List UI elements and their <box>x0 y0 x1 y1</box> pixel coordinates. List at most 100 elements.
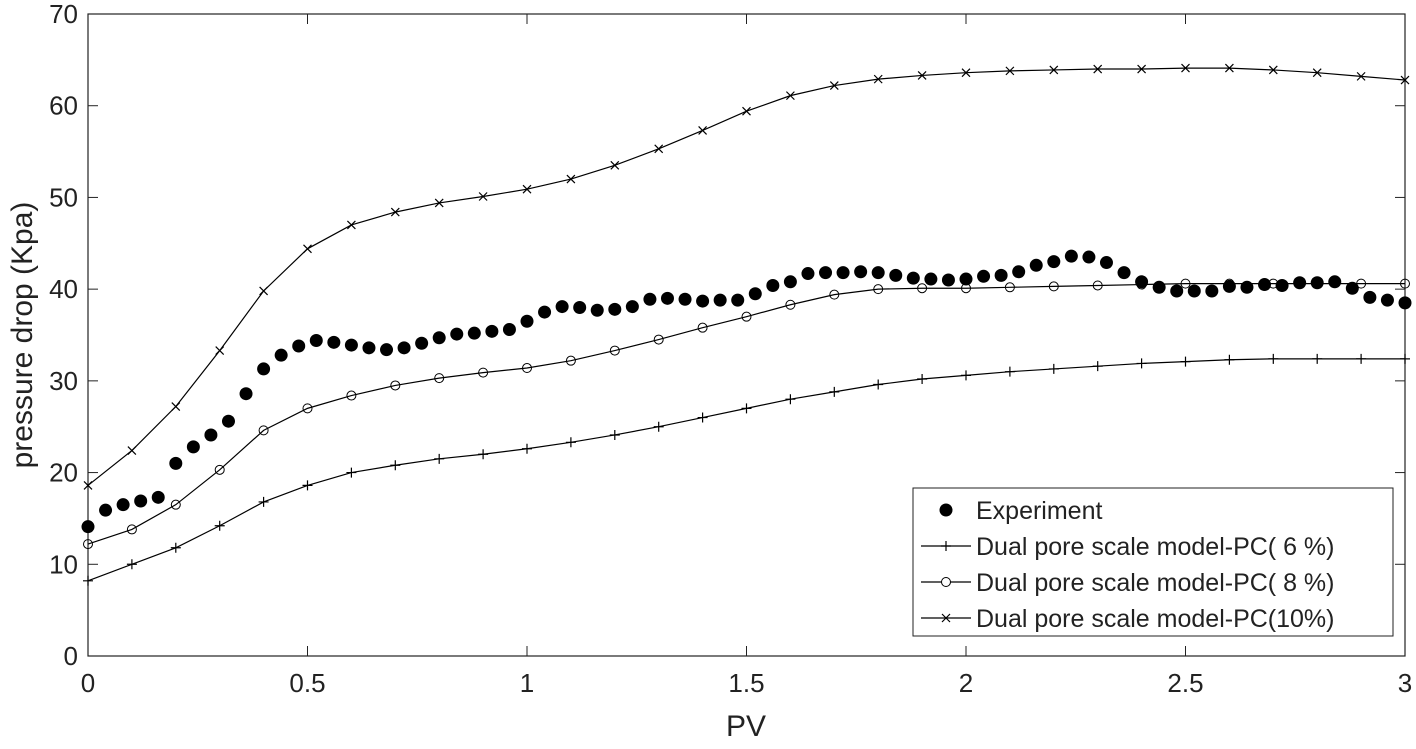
data-point <box>502 322 516 336</box>
data-point <box>478 449 489 460</box>
x-tick-label: 0.5 <box>289 668 325 698</box>
data-point <box>434 453 445 464</box>
data-point <box>696 294 710 308</box>
data-point <box>346 390 357 401</box>
data-point <box>478 192 488 201</box>
data-point <box>1136 358 1147 369</box>
legend-label: Dual pore scale model-PC(10%) <box>976 605 1334 633</box>
data-point <box>854 265 868 279</box>
data-point <box>801 267 815 281</box>
data-point <box>1258 278 1272 292</box>
data-point <box>134 494 148 508</box>
data-point <box>565 355 576 366</box>
data-point <box>873 284 884 295</box>
x-tick-label: 3 <box>1398 668 1412 698</box>
legend-marker <box>941 541 951 551</box>
data-point <box>1356 278 1367 289</box>
data-point <box>1224 278 1235 289</box>
data-point <box>1136 279 1147 290</box>
x-tick-label: 1 <box>520 668 534 698</box>
data-point <box>434 198 444 208</box>
data-point <box>362 341 376 355</box>
data-point <box>126 559 137 570</box>
data-point <box>731 293 745 307</box>
x-tick-label: 2.5 <box>1167 668 1203 698</box>
data-point <box>450 327 464 341</box>
series <box>83 278 1410 550</box>
data-point <box>1181 63 1190 73</box>
y-tick-label: 50 <box>49 182 78 212</box>
data-point <box>214 520 225 531</box>
data-point <box>1356 71 1366 81</box>
data-point <box>785 299 796 310</box>
data-point <box>873 379 884 390</box>
data-point <box>522 363 532 374</box>
data-point <box>573 300 587 314</box>
data-point <box>204 428 218 442</box>
data-point <box>302 480 313 491</box>
data-point <box>609 345 620 356</box>
data-point <box>917 71 927 80</box>
data-point <box>83 575 93 586</box>
data-point <box>1048 281 1059 292</box>
data-point <box>1092 280 1103 291</box>
data-point <box>1029 258 1043 272</box>
data-point <box>829 289 840 300</box>
data-point <box>1268 353 1279 364</box>
data-point <box>415 336 429 350</box>
data-point <box>309 334 323 348</box>
data-point <box>303 244 312 254</box>
y-tick-label: 70 <box>49 0 78 29</box>
data-point <box>390 460 401 471</box>
data-point <box>258 425 269 436</box>
y-tick-label: 20 <box>49 458 78 488</box>
data-point <box>829 386 840 397</box>
y-tick-label: 30 <box>49 366 78 396</box>
data-point <box>941 273 955 287</box>
data-point <box>610 160 620 170</box>
data-point <box>346 220 356 230</box>
data-point <box>1328 275 1342 289</box>
data-point <box>171 402 181 411</box>
data-point <box>1312 278 1323 289</box>
data-point <box>1400 75 1410 85</box>
data-point <box>1312 68 1322 78</box>
series <box>83 63 1410 490</box>
data-point <box>1312 353 1323 364</box>
data-point <box>170 499 181 510</box>
data-point <box>390 207 400 217</box>
data-point <box>1398 296 1412 310</box>
data-point <box>99 503 113 517</box>
data-point <box>380 343 394 357</box>
data-point <box>257 362 271 376</box>
series <box>81 249 1412 534</box>
data-point <box>697 412 708 423</box>
data-point <box>520 314 534 328</box>
data-point <box>1400 353 1410 364</box>
data-point <box>126 524 137 535</box>
series <box>83 353 1410 586</box>
data-point <box>566 174 576 184</box>
data-point <box>170 542 181 553</box>
data-point <box>608 302 622 316</box>
legend-marker <box>941 577 951 587</box>
data-point <box>214 464 225 475</box>
data-point <box>274 348 288 362</box>
data-point <box>1049 65 1059 75</box>
data-point <box>643 292 657 306</box>
data-point <box>1187 284 1201 298</box>
legend-marker <box>941 613 951 623</box>
data-point <box>1380 293 1394 307</box>
y-tick-label: 40 <box>49 274 78 304</box>
data-point <box>590 303 604 317</box>
data-point <box>1356 353 1367 364</box>
data-point <box>302 403 313 414</box>
legend: Experiment Dual pore scale model-PC( 6 %)… <box>912 487 1394 637</box>
data-point <box>1093 64 1103 74</box>
data-point <box>1005 66 1015 76</box>
data-point <box>829 81 839 90</box>
data-point <box>713 293 727 307</box>
data-point <box>1047 255 1061 269</box>
data-point <box>522 443 532 454</box>
data-point <box>819 266 833 280</box>
